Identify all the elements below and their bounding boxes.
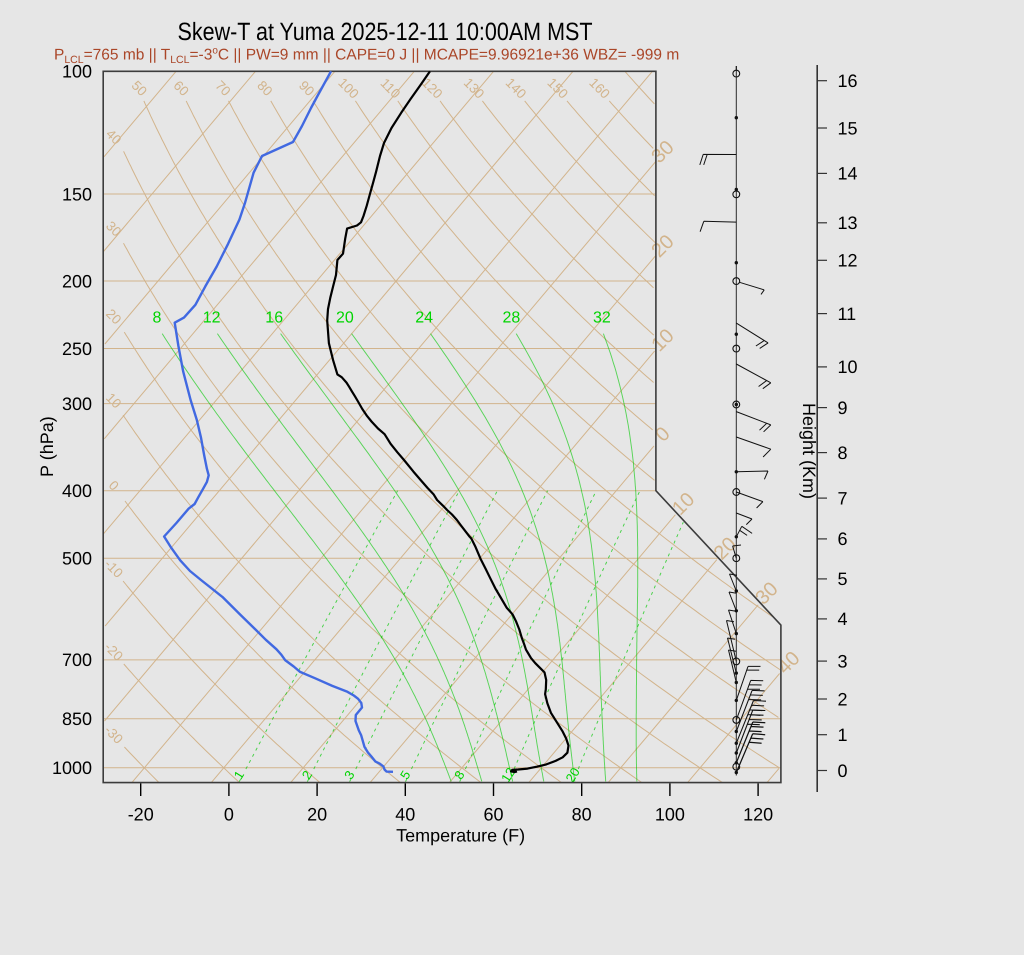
svg-text:0: 0 [224, 805, 234, 825]
svg-text:120: 120 [743, 805, 773, 825]
svg-text:8: 8 [838, 443, 848, 463]
svg-text:850: 850 [62, 709, 92, 729]
svg-text:250: 250 [62, 339, 92, 359]
svg-text:80: 80 [572, 805, 592, 825]
svg-text:10: 10 [838, 357, 858, 377]
svg-text:4: 4 [838, 609, 848, 629]
svg-text:9: 9 [838, 398, 848, 418]
svg-text:500: 500 [62, 549, 92, 569]
svg-text:11: 11 [838, 304, 857, 324]
svg-text:7: 7 [838, 488, 848, 508]
svg-text:150: 150 [62, 184, 92, 204]
svg-text:Temperature (F): Temperature (F) [396, 826, 525, 846]
svg-text:12: 12 [203, 310, 221, 327]
svg-text:20: 20 [563, 765, 583, 785]
svg-text:8: 8 [153, 310, 162, 327]
svg-text:12: 12 [838, 251, 858, 271]
svg-text:20: 20 [336, 310, 354, 327]
svg-text:14: 14 [838, 164, 858, 184]
svg-text:13: 13 [838, 213, 858, 233]
svg-text:16: 16 [838, 71, 858, 91]
svg-text:P (hPa): P (hPa) [37, 416, 57, 477]
svg-text:200: 200 [62, 271, 92, 291]
svg-text:1000: 1000 [52, 758, 92, 778]
svg-text:40: 40 [395, 805, 415, 825]
svg-text:Height (Km): Height (Km) [799, 403, 819, 499]
svg-text:24: 24 [415, 310, 433, 327]
svg-text:-20: -20 [128, 805, 154, 825]
svg-text:15: 15 [838, 118, 858, 138]
svg-text:0: 0 [838, 761, 848, 781]
svg-text:100: 100 [62, 62, 92, 82]
svg-text:1: 1 [838, 725, 848, 745]
svg-text:300: 300 [62, 394, 92, 414]
svg-text:5: 5 [838, 569, 848, 589]
svg-text:400: 400 [62, 481, 92, 501]
svg-text:Skew-T at Yuma 2025-12-11 10:0: Skew-T at Yuma 2025-12-11 10:00AM MST [178, 18, 593, 46]
svg-text:60: 60 [483, 805, 503, 825]
svg-text:2: 2 [838, 689, 848, 709]
svg-text:20: 20 [307, 805, 327, 825]
svg-text:PLCL=765 mb || TLCL=-3oC || PW: PLCL=765 mb || TLCL=-3oC || PW=9 mm || C… [54, 46, 679, 67]
svg-text:6: 6 [838, 529, 848, 549]
svg-text:700: 700 [62, 650, 92, 670]
svg-text:28: 28 [503, 310, 521, 327]
svg-text:32: 32 [593, 310, 611, 327]
svg-text:100: 100 [655, 805, 685, 825]
svg-text:3: 3 [838, 651, 848, 671]
svg-text:16: 16 [265, 310, 283, 327]
